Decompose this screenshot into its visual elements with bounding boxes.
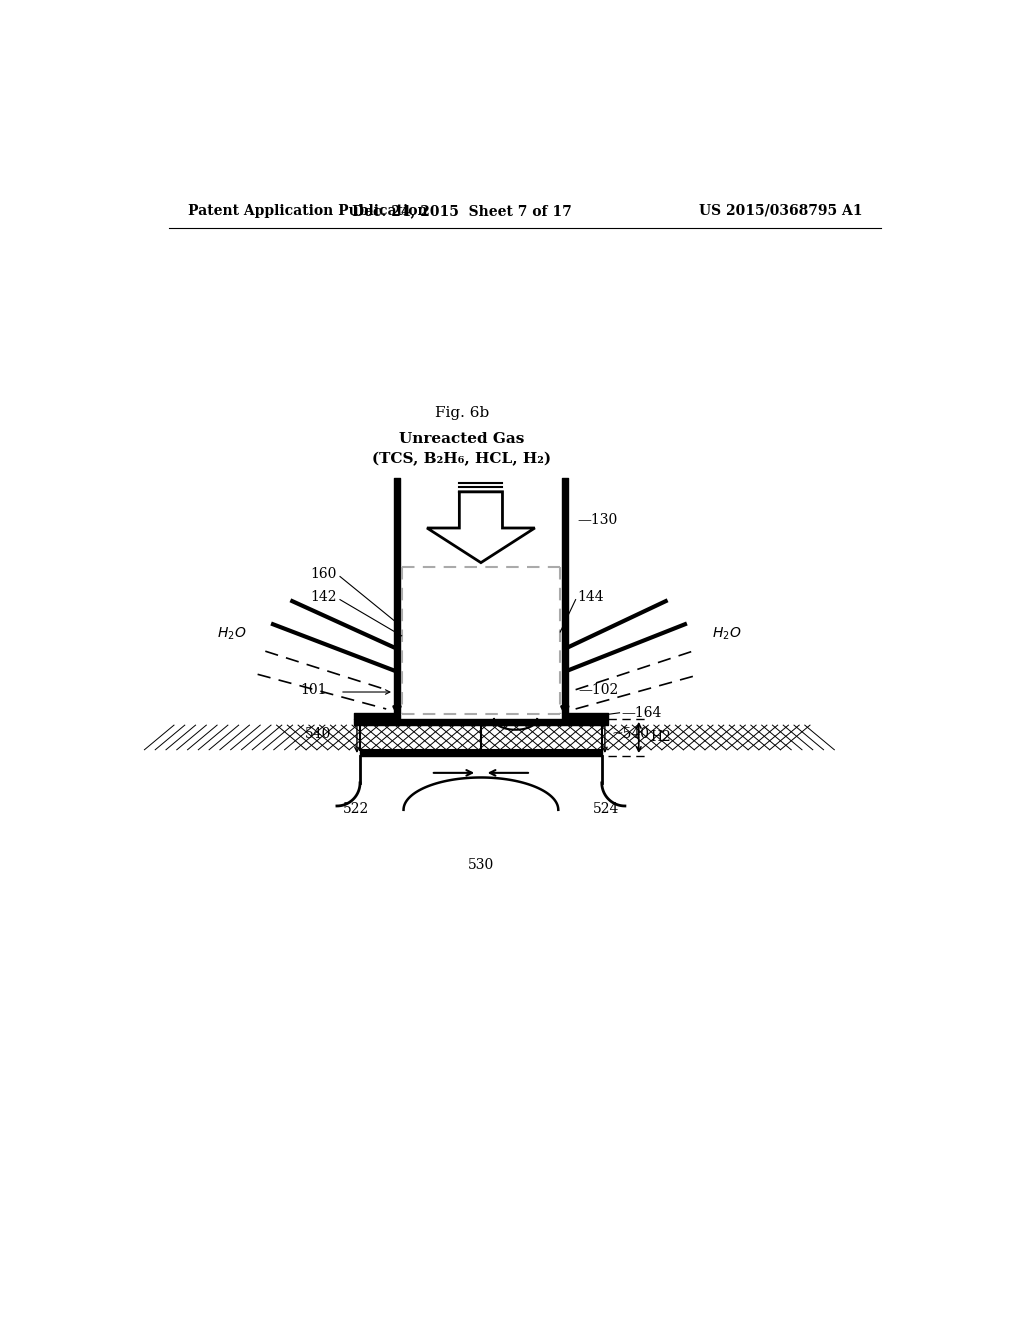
Text: Unreacted Gas: Unreacted Gas <box>399 433 524 446</box>
Text: 144: 144 <box>578 590 604 605</box>
Text: 530: 530 <box>468 858 494 871</box>
Text: 101: 101 <box>300 682 327 697</box>
Text: Fig. 6b: Fig. 6b <box>434 405 488 420</box>
Text: Dec. 24, 2015  Sheet 7 of 17: Dec. 24, 2015 Sheet 7 of 17 <box>352 203 571 218</box>
Text: 160: 160 <box>310 568 337 581</box>
Text: US 2015/0368795 A1: US 2015/0368795 A1 <box>698 203 862 218</box>
Text: 522: 522 <box>343 803 370 816</box>
Text: 524: 524 <box>593 803 618 816</box>
Text: 540: 540 <box>304 727 331 742</box>
Text: 142: 142 <box>310 590 337 605</box>
Polygon shape <box>427 492 535 562</box>
Text: (TCS, B₂H₆, HCL, H₂): (TCS, B₂H₆, HCL, H₂) <box>372 451 551 466</box>
Text: $H_2O$: $H_2O$ <box>712 626 741 642</box>
Text: ~540: ~540 <box>611 727 650 742</box>
Text: —164: —164 <box>622 706 663 719</box>
Text: —130: —130 <box>578 513 617 527</box>
Bar <box>360 725 602 750</box>
Text: H2: H2 <box>650 730 671 744</box>
Text: $H_2O$: $H_2O$ <box>217 626 246 642</box>
Text: Patent Application Publication: Patent Application Publication <box>188 203 428 218</box>
Text: —102: —102 <box>579 682 618 697</box>
